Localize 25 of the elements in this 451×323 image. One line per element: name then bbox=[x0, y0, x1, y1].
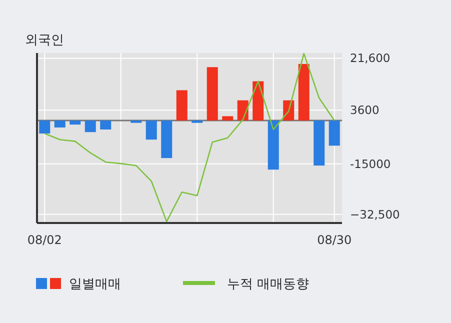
bar bbox=[252, 81, 264, 121]
bar bbox=[328, 120, 340, 146]
bar bbox=[100, 120, 112, 130]
bar bbox=[70, 120, 81, 125]
x-tick-label: 08/02 bbox=[27, 233, 62, 247]
bar bbox=[268, 120, 279, 170]
bar bbox=[84, 120, 96, 132]
x-tick-label: 08/30 bbox=[317, 233, 352, 247]
bar bbox=[298, 64, 310, 121]
legend-label: 일별매매 bbox=[69, 277, 121, 292]
y-tick-label: −32,500 bbox=[350, 207, 400, 222]
bar bbox=[39, 120, 50, 134]
legend-label: 누적 매매동향 bbox=[227, 277, 310, 292]
bar bbox=[237, 100, 248, 121]
bar bbox=[222, 116, 234, 121]
y-tick-label: -15000 bbox=[350, 156, 391, 171]
y-tick-label: 3600 bbox=[350, 103, 380, 118]
bar bbox=[314, 120, 325, 166]
y-tick-label: 21,600 bbox=[350, 51, 390, 66]
bar bbox=[161, 120, 172, 158]
bar bbox=[176, 90, 188, 121]
bar bbox=[54, 120, 66, 128]
chart-title: 외국인 bbox=[25, 33, 64, 48]
bar bbox=[146, 120, 157, 140]
bar bbox=[206, 67, 218, 121]
